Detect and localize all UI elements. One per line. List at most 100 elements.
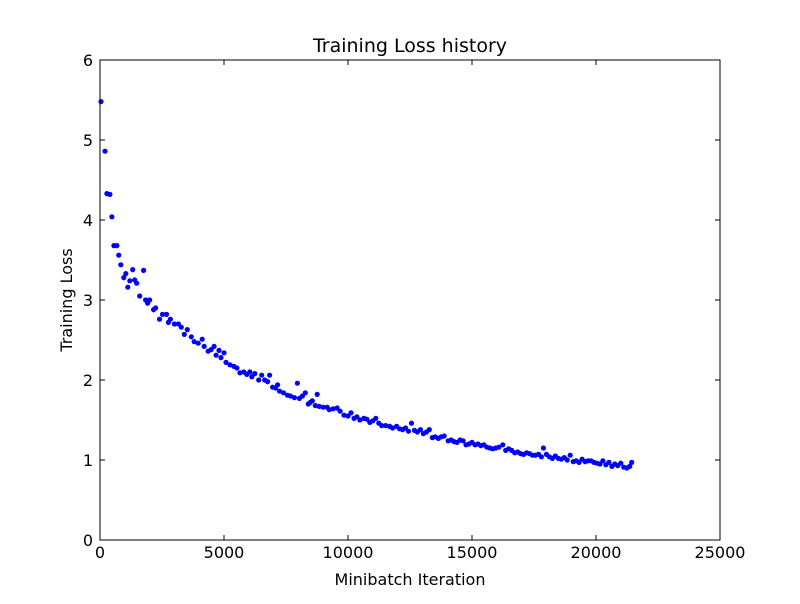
data-point [130,267,136,273]
x-tick-label: 15000 [447,543,498,562]
data-point [314,391,320,397]
data-point [213,352,219,358]
ticks-layer: 0 5000 10000 15000 20000 25000 0 1 2 3 4 5 6 [83,51,746,562]
data-point [320,404,326,410]
data-point [137,293,143,299]
data-point [379,423,385,429]
y-tick-label: 0 [83,531,93,550]
data-point [237,370,243,376]
data-point [606,459,612,465]
x-tick-label: 10000 [323,543,374,562]
data-point [123,271,129,277]
x-tick-label: 5000 [204,543,245,562]
data-point [191,339,197,345]
data-point [627,463,633,469]
data-point [181,331,187,337]
data-point [114,243,120,249]
x-axis-label: Minibatch Iteration [335,570,486,589]
y-tick-label: 1 [83,451,93,470]
data-point [125,284,131,290]
data-point [441,433,447,439]
data-point [600,458,606,464]
data-point [227,362,233,368]
data-point [540,445,547,451]
y-tick-label: 3 [83,291,93,310]
x-tick-label: 20000 [571,543,622,562]
data-point [302,390,308,396]
y-tick-label: 6 [83,51,93,70]
data-point [426,427,432,433]
data-point [564,457,570,463]
data-point [201,343,207,349]
data-point [383,423,389,429]
data-point [141,267,147,273]
data-point [294,380,300,386]
data-point [134,280,140,286]
data-point [309,398,315,404]
data-point [178,324,184,330]
data-point [252,371,258,377]
data-point [147,297,153,303]
data-point [538,454,545,460]
data-point [234,365,240,371]
data-point [195,340,201,346]
y-axis-label: Training Loss [57,248,76,352]
data-point [417,427,423,433]
data-point [256,377,262,383]
data-point [188,334,194,340]
data-point [500,442,506,448]
data-point [159,311,166,317]
data-point [316,403,322,409]
data-point [199,336,205,342]
data-point [107,191,113,197]
data-point [127,278,133,284]
y-tick-label: 4 [83,211,93,230]
data-point [373,415,379,421]
data-point [496,444,502,450]
data-point [102,148,108,154]
data-point [223,359,229,365]
data-point [156,316,163,322]
data-point [405,428,412,434]
y-tick-label: 2 [83,371,93,390]
data-point [118,262,124,268]
data-point [171,321,177,327]
data-point [153,305,159,311]
data-point [408,420,415,426]
data-point [247,369,253,375]
data-point [211,343,217,349]
data-point [277,388,283,394]
data-point [618,460,624,466]
data-point [341,412,347,418]
data-point [265,379,271,385]
data-point [259,372,265,378]
data-point [216,347,222,353]
x-tick-label: 0 [95,543,105,562]
chart-title: Training Loss history [312,35,507,57]
data-point [287,393,294,399]
data-point [109,214,115,220]
data-point [184,327,190,333]
data-point [218,355,224,361]
data-point [116,252,122,258]
data-point [357,417,363,423]
points-layer [98,99,635,471]
data-point [390,425,396,431]
data-point [221,350,227,356]
y-tick-label: 5 [83,131,93,150]
data-point [121,275,127,281]
data-point [98,99,104,105]
data-point [330,406,336,412]
data-point [291,395,297,401]
data-point [275,382,281,388]
data-point [163,311,170,317]
data-point [348,410,354,416]
x-tick-label: 25000 [695,543,746,562]
data-point [326,407,332,413]
data-point [280,390,287,396]
data-point [167,316,173,322]
data-point [267,372,273,378]
